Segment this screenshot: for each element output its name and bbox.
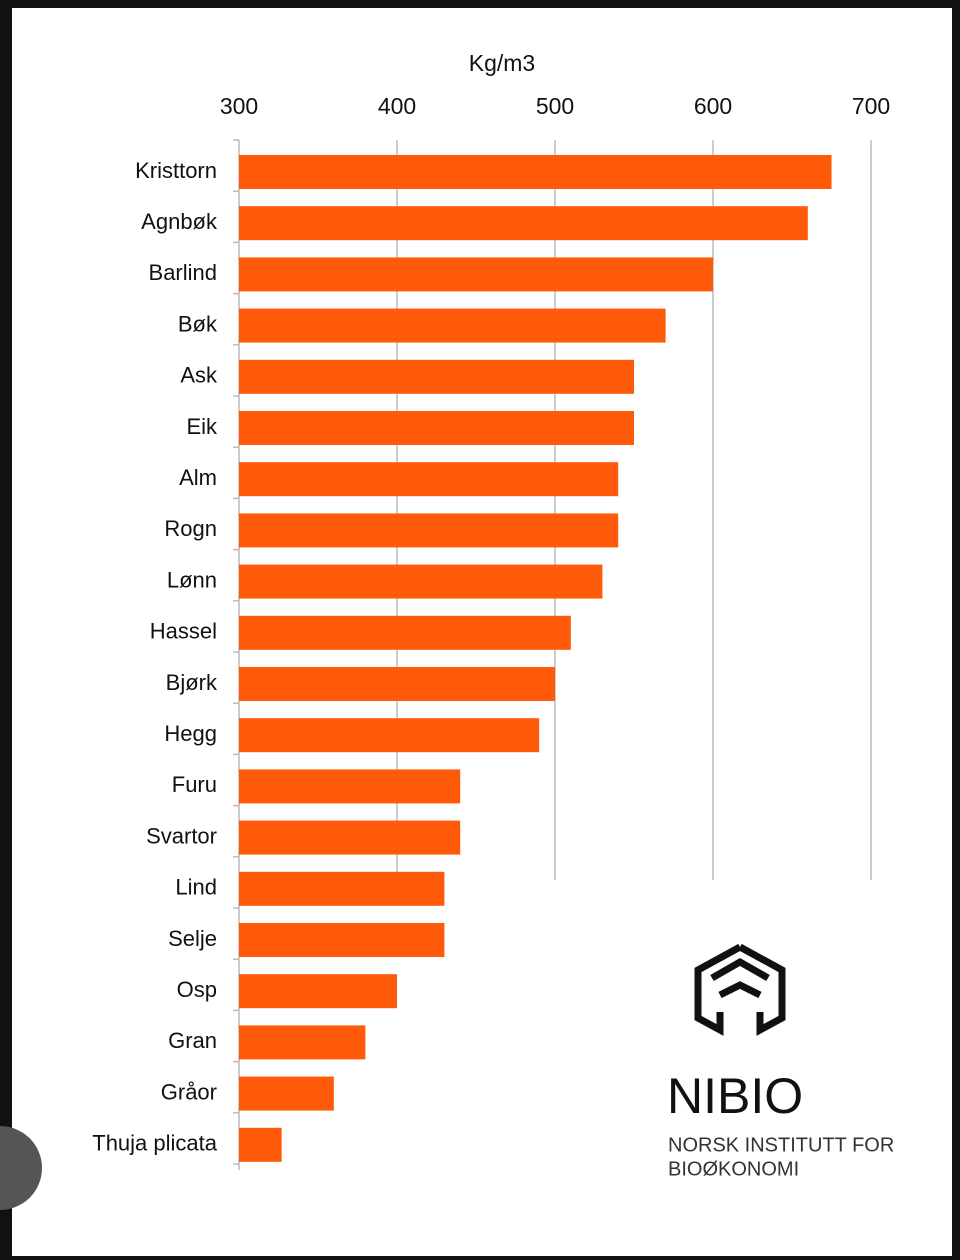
logo-subtitle: BIOØKONOMI bbox=[668, 1158, 799, 1180]
x-tick-label: 400 bbox=[378, 93, 416, 119]
y-tick-label: Lind bbox=[175, 875, 217, 900]
y-tick-label: Hegg bbox=[164, 721, 217, 746]
x-tick-label: 500 bbox=[536, 93, 574, 119]
y-tick-label: Alm bbox=[179, 465, 217, 490]
y-tick-label: Gråor bbox=[161, 1079, 217, 1104]
y-tick-label: Agnbøk bbox=[141, 209, 218, 234]
y-tick-label: Barlind bbox=[149, 260, 217, 285]
y-tick-label: Gran bbox=[168, 1028, 217, 1053]
x-tick-label: 700 bbox=[852, 93, 890, 119]
bar bbox=[239, 564, 603, 599]
bar bbox=[239, 820, 461, 855]
y-tick-label: Bøk bbox=[178, 311, 218, 336]
logo-subtitle: NORSK INSTITUTT FOR bbox=[668, 1134, 894, 1156]
y-tick-label: Lønn bbox=[167, 567, 217, 592]
y-tick-label: Ask bbox=[180, 363, 218, 388]
bar bbox=[239, 308, 666, 343]
bar bbox=[239, 206, 808, 241]
bar bbox=[239, 667, 555, 701]
bar bbox=[239, 974, 397, 1009]
y-tick-label: Selje bbox=[168, 926, 217, 951]
axis-title: Kg/m3 bbox=[469, 50, 535, 76]
y-tick-label: Bjørk bbox=[166, 670, 218, 695]
y-tick-label: Kristtorn bbox=[135, 158, 217, 183]
bar bbox=[239, 615, 571, 650]
bar bbox=[239, 359, 634, 394]
x-tick-label: 600 bbox=[694, 93, 732, 119]
floating-button[interactable] bbox=[0, 1126, 42, 1210]
bar bbox=[239, 513, 619, 548]
logo-name: NIBIO bbox=[667, 1068, 803, 1124]
y-tick-label: Svartor bbox=[146, 823, 217, 848]
y-tick-label: Furu bbox=[172, 772, 217, 797]
y-tick-label: Eik bbox=[186, 414, 218, 439]
y-tick-label: Rogn bbox=[164, 516, 217, 541]
y-tick-label: Thuja plicata bbox=[92, 1131, 218, 1156]
bar bbox=[239, 462, 619, 497]
y-tick-label: Hassel bbox=[150, 619, 217, 644]
y-tick-label: Osp bbox=[177, 977, 217, 1002]
bar bbox=[239, 1076, 334, 1111]
bar bbox=[239, 871, 445, 906]
bar bbox=[239, 155, 832, 189]
bar bbox=[239, 1025, 366, 1060]
bar bbox=[239, 923, 445, 957]
x-tick-label: 300 bbox=[220, 93, 258, 119]
bar bbox=[239, 1127, 282, 1162]
bar bbox=[239, 257, 713, 292]
bar bbox=[239, 411, 634, 445]
logo-icon bbox=[694, 943, 786, 1036]
logo: NIBIO NORSK INSTITUTT FOR BIOØKONOMI bbox=[667, 943, 894, 1180]
bar bbox=[239, 718, 540, 753]
bar bbox=[239, 769, 461, 804]
